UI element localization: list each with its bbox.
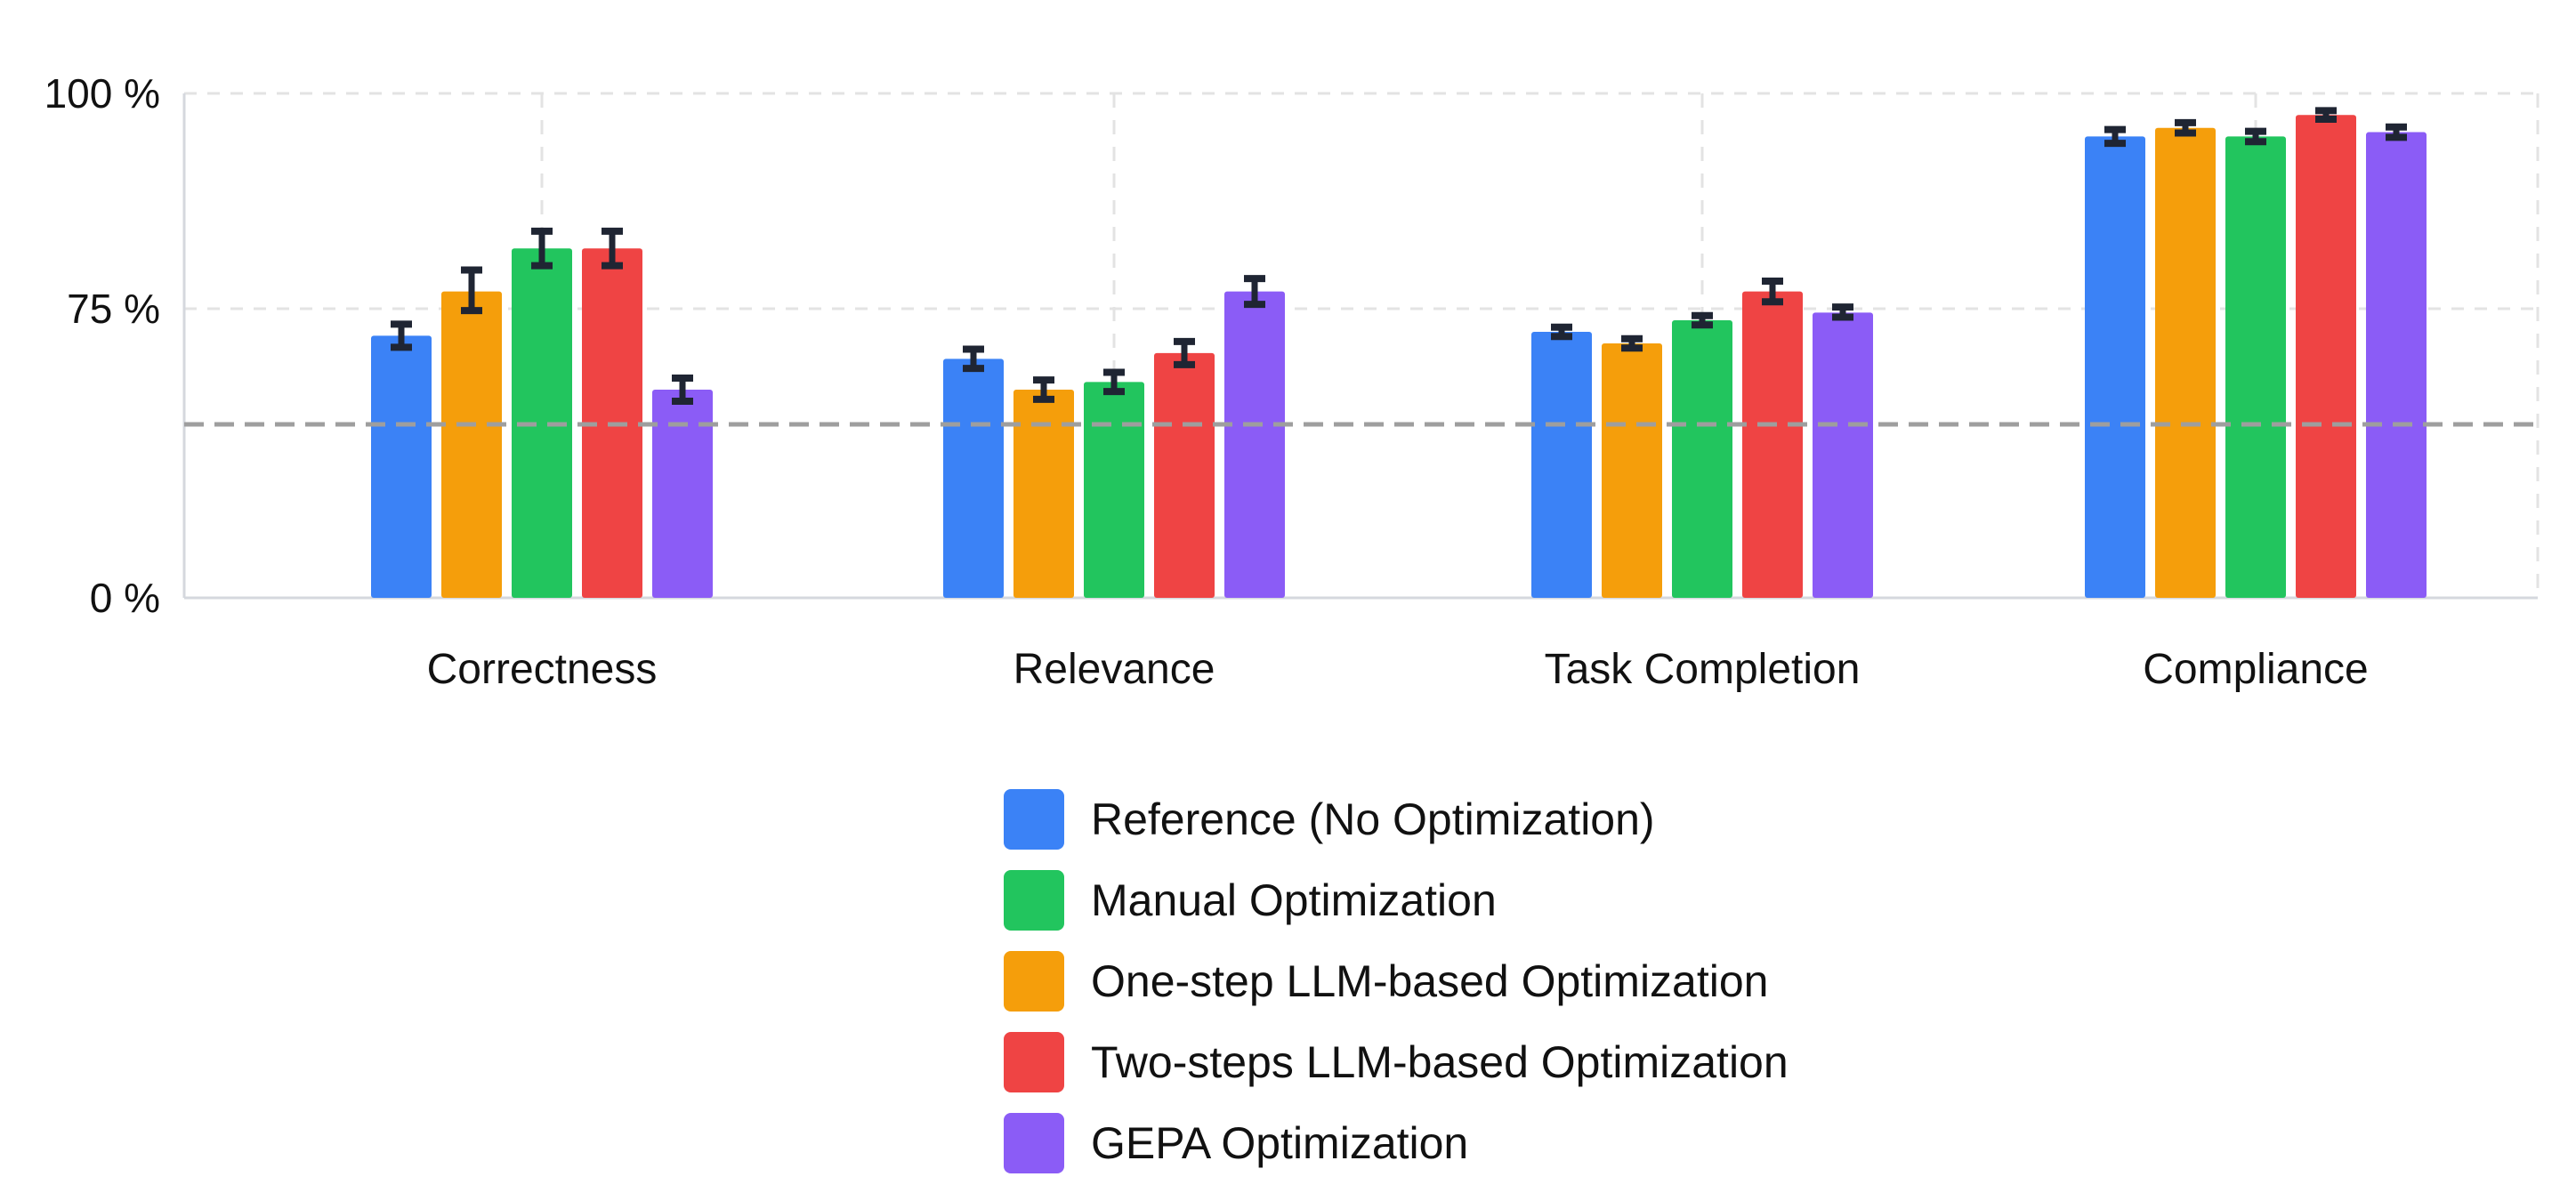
bar — [2085, 136, 2145, 598]
legend-item: Two-steps LLM-based Optimization — [1004, 1021, 1789, 1102]
legend-label: Two-steps LLM-based Optimization — [1091, 1036, 1789, 1087]
bar — [1531, 332, 1592, 598]
x-tick-label: Task Completion — [1545, 646, 1861, 693]
legend: Reference (No Optimization) Manual Optimi… — [1004, 778, 1789, 1183]
y-tick-label: 100 % — [44, 70, 160, 117]
bar — [943, 359, 1004, 598]
legend-swatch — [1004, 869, 1064, 931]
legend-item: Reference (No Optimization) — [1004, 778, 1789, 859]
legend-label: One-step LLM-based Optimization — [1091, 955, 1769, 1006]
bar — [2155, 127, 2216, 599]
bar — [1224, 291, 1285, 598]
x-tick-label: Relevance — [1013, 646, 1215, 693]
legend-label: Reference (No Optimization) — [1091, 794, 1655, 844]
bar — [2225, 136, 2286, 598]
x-tick-label: Compliance — [2143, 646, 2368, 693]
bar — [1602, 343, 1662, 598]
bar — [2296, 115, 2356, 598]
bar-chart: 0 % 75 % 100 % Correctness Relevance Task Com… — [44, 70, 2540, 693]
bar — [1154, 352, 1215, 598]
legend-swatch — [1004, 1031, 1064, 1092]
legend-swatch — [1004, 950, 1064, 1012]
bar — [1013, 390, 1074, 598]
legend-item: GEPA Optimization — [1004, 1102, 1789, 1183]
bar — [2366, 132, 2427, 598]
bar — [1672, 320, 1732, 598]
legend-swatch — [1004, 1112, 1064, 1173]
bar — [1084, 382, 1144, 598]
x-tick-label: Correctness — [427, 646, 658, 693]
legend-swatch — [1004, 788, 1064, 850]
legend-label: Manual Optimization — [1091, 875, 1497, 925]
bar — [371, 335, 432, 598]
legend-item: One-step LLM-based Optimization — [1004, 940, 1789, 1021]
legend-item: Manual Optimization — [1004, 859, 1789, 940]
bar — [1813, 312, 1873, 598]
legend-label: GEPA Optimization — [1091, 1117, 1469, 1168]
bar — [512, 248, 572, 598]
bar — [1742, 291, 1803, 598]
bar — [652, 390, 713, 598]
y-tick-label: 0 % — [90, 575, 160, 621]
y-tick-label: 75 % — [67, 286, 160, 332]
bar — [441, 291, 502, 598]
